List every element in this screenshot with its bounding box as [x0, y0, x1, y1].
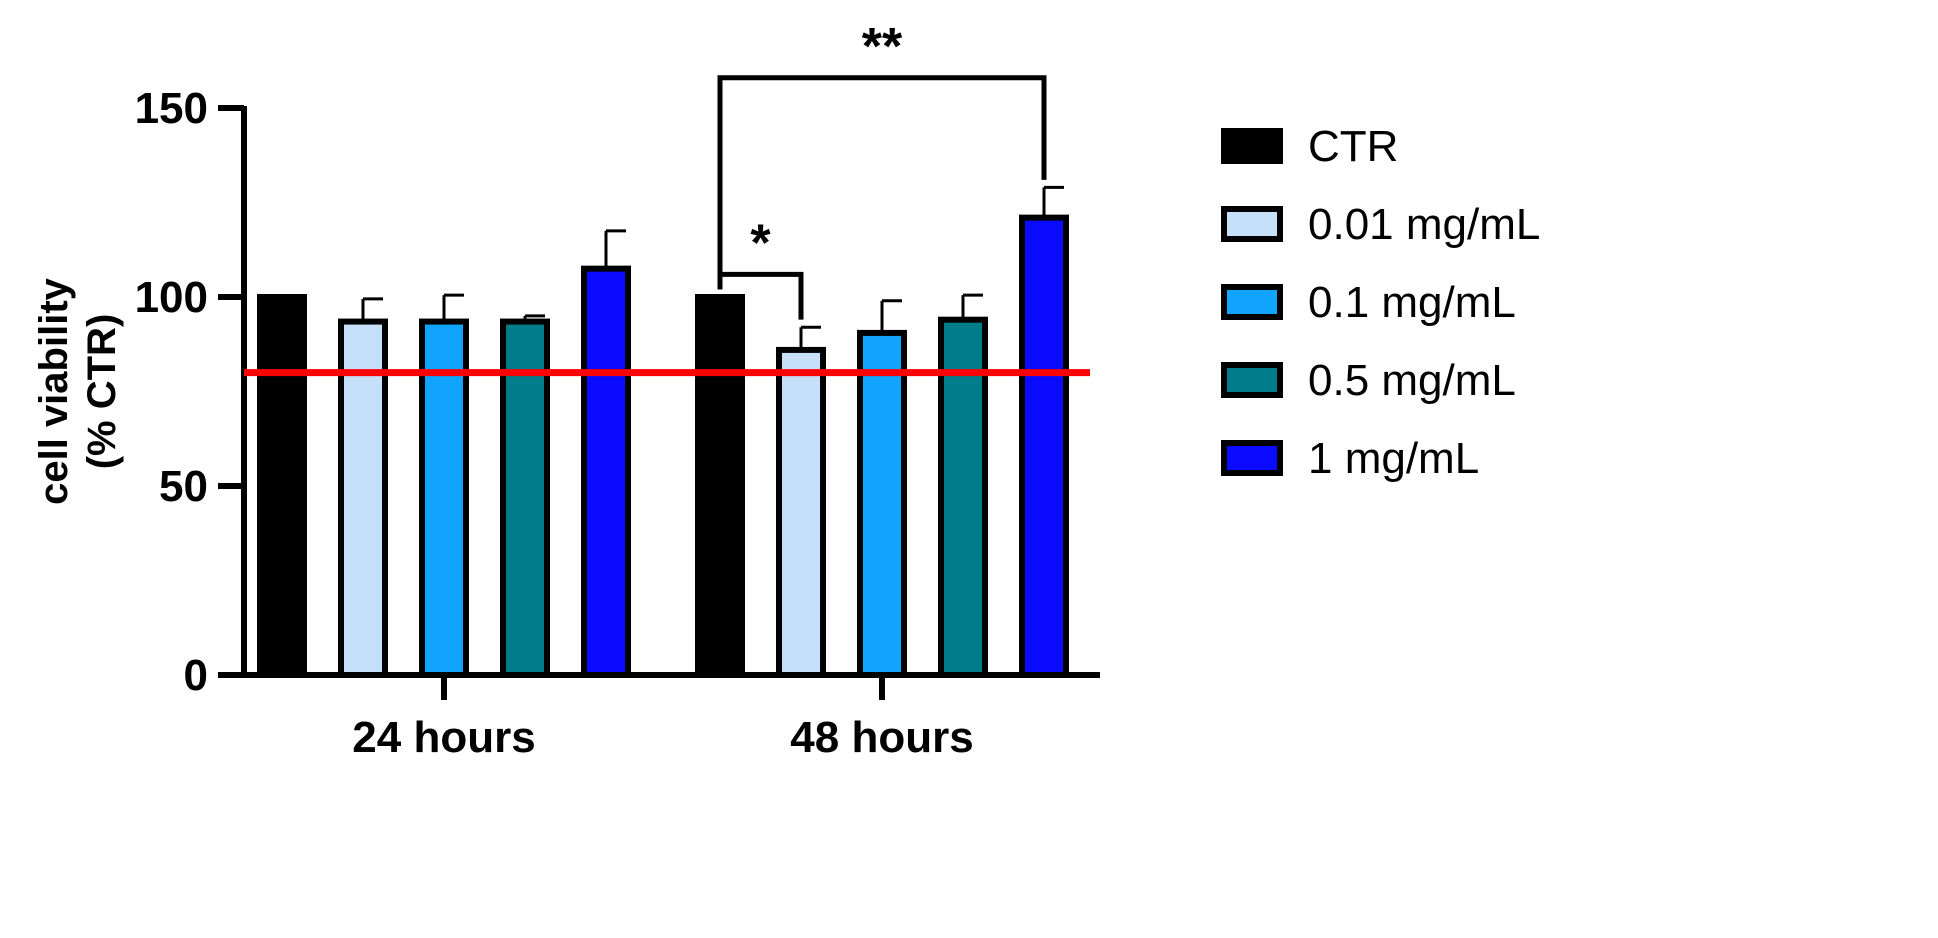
y-axis-label: cell viability (% CTR): [32, 277, 124, 505]
significance-bracket: [717, 75, 1047, 290]
bar: [581, 265, 631, 678]
legend-swatch: [1221, 362, 1283, 398]
y-tick-label: 0: [184, 651, 208, 700]
bar: [938, 316, 988, 678]
legend-swatch: [1221, 440, 1283, 476]
legend-swatch: [1221, 284, 1283, 320]
legend: CTR 0.01 mg/mL 0.1 mg/mL 0.5 mg/mL 1 mg/mL: [1221, 122, 1540, 483]
x-tick-label: 24 hours: [352, 713, 535, 762]
bar: [857, 329, 907, 678]
y-tick-label: 150: [135, 84, 208, 133]
bar: [257, 294, 307, 678]
x-tick-label: 48 hours: [790, 713, 973, 762]
legend-label: 1 mg/mL: [1308, 434, 1479, 483]
y-tick-label: 100: [135, 273, 208, 322]
bar: [776, 346, 826, 678]
y-tick-label: 50: [159, 462, 208, 511]
bar: [1019, 214, 1069, 678]
legend-label: 0.1 mg/mL: [1308, 278, 1516, 327]
axes-layer: 0 50 100 150 24 hours 48 hours cell viability(…: [32, 84, 1100, 762]
y-axis-label-line: (% CTR): [80, 314, 124, 470]
bars-layer: [257, 185, 1069, 678]
significance-label: **: [862, 18, 903, 76]
legend-label: CTR: [1308, 122, 1398, 171]
y-axis-label-line: cell viability: [32, 277, 76, 505]
significance-layer: ***: [717, 18, 1047, 320]
legend-swatch: [1221, 206, 1283, 242]
legend-label: 0.01 mg/mL: [1308, 200, 1540, 249]
bar: [695, 294, 745, 678]
legend-swatch: [1221, 128, 1283, 164]
legend-label: 0.5 mg/mL: [1308, 356, 1516, 405]
significance-label: *: [750, 214, 771, 272]
